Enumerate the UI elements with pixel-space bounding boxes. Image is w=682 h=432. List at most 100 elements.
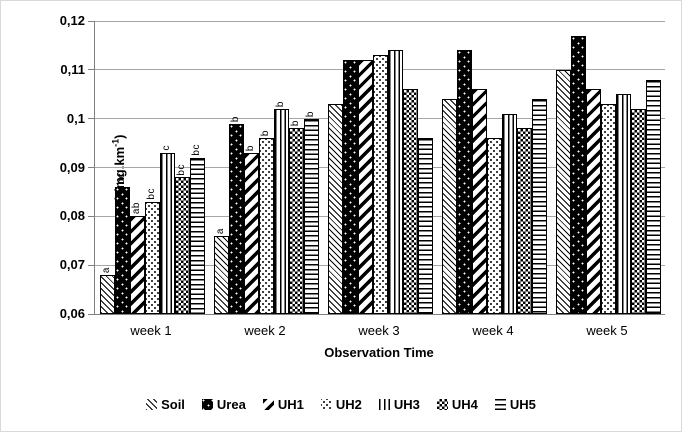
bar-cell-uh3-week-5 xyxy=(615,21,631,314)
legend-item-uh5: UH5 xyxy=(494,397,536,412)
bar-annotation-letter: bc xyxy=(176,163,187,176)
legend-item-soil: Soil xyxy=(146,397,185,412)
bar-annotation-letter: a xyxy=(101,266,112,273)
legend-label-uh2: UH2 xyxy=(335,397,362,412)
bar-cell-urea-week-3 xyxy=(342,21,358,314)
bar-cell-uh1-week-3 xyxy=(357,21,373,314)
bar-soil-week-1 xyxy=(99,274,115,314)
bar-uh5-week-2 xyxy=(303,118,319,314)
y-axis-tick-label: 0,08 xyxy=(59,208,85,224)
y-axis-tick-label: 0,07 xyxy=(59,257,85,273)
bar-cell-uh4-week-3 xyxy=(402,21,418,314)
bar-uh4-week-3 xyxy=(402,89,418,314)
bar-uh3-week-1 xyxy=(159,152,175,314)
bar-uh4-week-5 xyxy=(630,108,646,314)
bar-uh2-week-3 xyxy=(372,55,388,314)
x-axis-tick-label-week-1: week 1 xyxy=(130,323,172,338)
bar-cell-uh3-week-1: c xyxy=(159,21,175,314)
legend-item-uh4: UH4 xyxy=(436,397,478,412)
y-axis-tick-label: 0,1 xyxy=(66,110,85,126)
bar-cell-uh3-week-2: b xyxy=(273,21,289,314)
bar-group-week-4 xyxy=(441,21,547,314)
bar-annotation-letter: c xyxy=(161,145,172,151)
x-axis-tick-label-week-5: week 5 xyxy=(586,323,628,338)
bar-cell-urea-week-4 xyxy=(456,21,472,314)
x-axis-tick-label-week-2: week 2 xyxy=(244,323,286,338)
legend-swatch-urea-pattern-icon xyxy=(201,399,213,410)
bar-cell-uh5-week-5 xyxy=(645,21,661,314)
bar-annotation-letter: b xyxy=(305,110,316,117)
x-axis-tick-label-week-4: week 4 xyxy=(472,323,514,338)
bar-annotation-letter: bc xyxy=(146,188,157,200)
bar-urea-week-2 xyxy=(228,123,244,314)
bar-uh5-week-1 xyxy=(189,157,205,314)
bar-uh2-week-4 xyxy=(486,138,502,314)
bar-urea-week-5 xyxy=(570,35,586,314)
chart-legend: Soil Urea UH1 UH2 UH3 UH4 UH5 xyxy=(1,397,681,412)
bar-cell-soil-week-2: a xyxy=(213,21,229,314)
bar-uh3-week-2 xyxy=(273,108,289,314)
y-axis-tick-mark xyxy=(88,264,95,266)
bar-cell-uh4-week-1: bc xyxy=(174,21,190,314)
y-axis-tick-label: 0,06 xyxy=(59,306,85,321)
bar-cell-urea-week-1: bc xyxy=(114,21,130,314)
bar-cell-uh4-week-4 xyxy=(516,21,532,314)
bar-uh5-week-3 xyxy=(417,138,433,314)
bar-group-week-1: a bc ab bc c bc bc xyxy=(99,21,205,314)
y-axis-tick-label: 0,11 xyxy=(60,61,85,77)
bar-annotation-letter: b xyxy=(290,120,301,127)
x-axis-tick-labels: week 1 week 2 week 3 week 4 week 5 xyxy=(94,323,664,338)
bar-uh4-week-4 xyxy=(516,128,532,314)
bar-uh2-week-5 xyxy=(600,104,616,314)
y-axis-tick-mark xyxy=(88,167,95,168)
bar-group-week-5 xyxy=(555,21,661,314)
bar-cell-uh1-week-1: ab xyxy=(129,21,145,314)
bar-cell-uh1-week-4 xyxy=(471,21,487,314)
legend-swatch-uh5-pattern-icon xyxy=(494,399,506,410)
bar-cell-urea-week-2: b xyxy=(228,21,244,314)
legend-swatch-uh3-pattern-icon xyxy=(378,399,390,410)
bar-annotation-letter: b xyxy=(230,115,241,122)
bar-urea-week-3 xyxy=(342,60,358,314)
bar-uh5-week-4 xyxy=(531,99,547,314)
y-axis-tick-mark xyxy=(88,118,95,120)
bar-cell-uh2-week-1: bc xyxy=(144,21,160,314)
bar-uh4-week-2 xyxy=(288,128,304,314)
bar-urea-week-1 xyxy=(114,187,130,314)
bar-cell-uh2-week-3 xyxy=(372,21,388,314)
bar-cell-uh3-week-3 xyxy=(387,21,403,314)
bar-uh2-week-1 xyxy=(144,201,160,314)
y-axis-tick-label: 0,09 xyxy=(59,159,85,175)
legend-label-urea: Urea xyxy=(216,397,246,412)
legend-label-uh5: UH5 xyxy=(509,397,536,412)
bar-cell-uh2-week-4 xyxy=(486,21,502,314)
legend-label-uh4: UH4 xyxy=(451,397,478,412)
bar-urea-week-4 xyxy=(456,50,472,314)
legend-swatch-uh4-pattern-icon xyxy=(436,399,448,410)
bar-annotation-letter: bc xyxy=(191,144,202,156)
bar-cell-soil-week-3 xyxy=(327,21,343,314)
bar-cell-uh2-week-5 xyxy=(600,21,616,314)
bar-annotation-letter: b xyxy=(245,144,256,151)
plot-area: N-Total (mg.km-1) 0,120,110,10,090,080,0… xyxy=(60,13,665,321)
bar-cell-uh5-week-2: b xyxy=(303,21,319,314)
bar-uh3-week-4 xyxy=(501,113,517,314)
bar-uh1-week-4 xyxy=(471,89,487,314)
legend-swatch-soil-pattern-icon xyxy=(146,399,158,410)
bar-uh3-week-3 xyxy=(387,50,403,314)
y-axis-tick-mark xyxy=(88,215,95,217)
bar-uh3-week-5 xyxy=(615,94,631,314)
legend-label-soil: Soil xyxy=(161,397,185,412)
y-axis-tick-label: 0,12 xyxy=(59,13,85,28)
bar-uh1-week-3 xyxy=(357,60,373,314)
bar-cell-soil-week-5 xyxy=(555,21,571,314)
bar-uh1-week-1 xyxy=(129,216,145,314)
bar-uh1-week-5 xyxy=(585,89,601,314)
bar-cell-uh2-week-2: b xyxy=(258,21,274,314)
bar-cell-uh4-week-5 xyxy=(630,21,646,314)
legend-item-uh3: UH3 xyxy=(378,397,420,412)
x-axis-title: Observation Time xyxy=(324,345,434,360)
legend-item-uh2: UH2 xyxy=(320,397,362,412)
